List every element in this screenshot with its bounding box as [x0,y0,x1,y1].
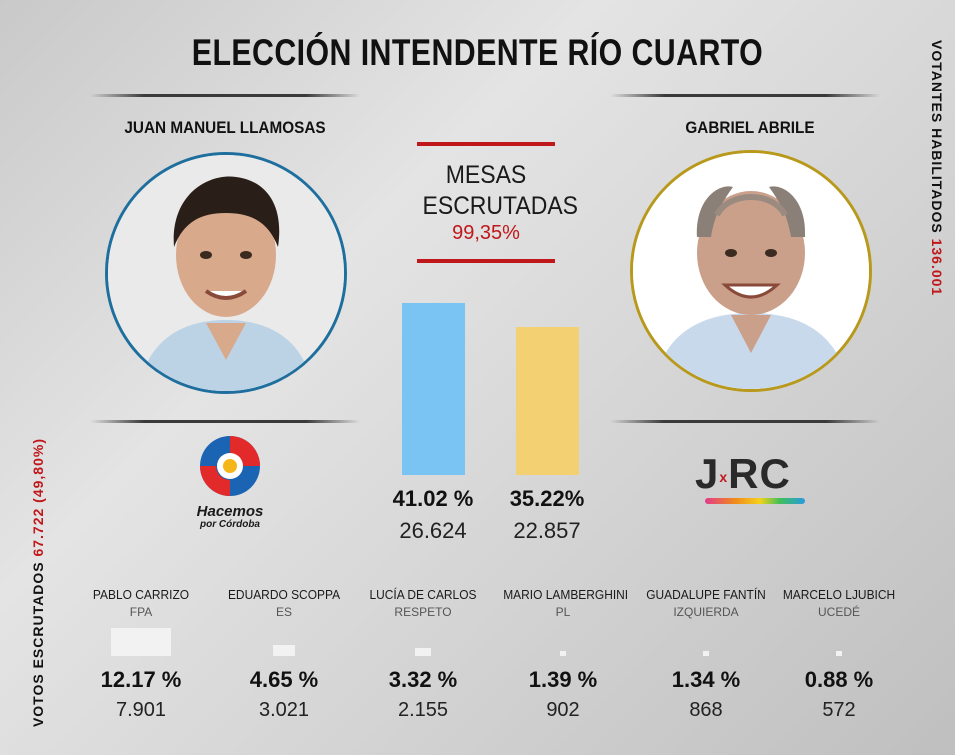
minor-bar [702,651,710,656]
mesas-top-line [417,142,555,146]
minor-candidate-party: PL [555,605,571,619]
votes-llamosas: 26.624 [399,518,467,543]
minor-bar [836,651,842,656]
minor-candidate-result: 0.88 % 572 [774,667,904,722]
page-title: ELECCIÓN INTENDENTE RÍO CUARTO [191,32,764,73]
candidate-name-abrile: GABRIEL ABRILE [685,118,815,137]
person-portrait-icon [633,153,869,389]
minor-candidate-result: 12.17 % 7.901 [76,667,206,722]
minor-candidate-pct: 3.32 % [388,667,458,692]
hacemos-por-cordoba-logo: Hacemos por Córdoba [180,432,280,532]
minor-candidate-result: 4.65 % 3.021 [219,667,349,722]
minor-candidate-result: 3.32 % 2.155 [358,667,488,722]
minor-candidate-pct: 1.34 % [671,667,741,692]
person-portrait-icon [108,155,344,391]
minor-candidate-votes: 7.901 [115,699,167,721]
counted-votes-value: 67.722 (49,80%) [30,437,46,557]
minor-candidate-votes: 2.155 [397,699,449,721]
logo-letter-x: x [719,468,729,485]
mesas-value: 99,35% [452,222,520,244]
logo-letters-rc: RC [728,450,791,497]
minor-candidate-result: 1.34 % 868 [641,667,771,722]
minor-candidate-party: RESPETO [394,605,452,619]
candidate-photo-abrile [630,150,872,392]
divider [90,94,360,97]
minor-bar [414,648,432,656]
minor-candidate-result: 1.39 % 902 [498,667,628,722]
minor-candidate-name: MARCELO LJUBICH [782,587,896,602]
minor-candidate-votes: 3.021 [258,699,310,721]
minor-candidate-name: PABLO CARRIZO [92,587,190,602]
minor-candidate-pct: 4.65 % [249,667,319,692]
mesas-bottom-line [417,259,555,263]
mesas-escrutadas-box: MESAS ESCRUTADAS 99,35% [417,142,579,263]
minor-candidate-name: LUCÍA DE CARLOS [369,587,477,602]
minor-bar [272,645,296,656]
registered-voters-text: VOTANTES HABILITADOS [929,40,945,234]
mesas-label-2: ESCRUTADAS [422,192,579,220]
minor-candidate-pct: 0.88 % [804,667,874,692]
registered-voters-value: 136.001 [929,238,945,297]
sun-swirl-icon [200,436,260,496]
counted-votes-label: VOTOS ESCRUTADOS 67.722 (49,80%) [30,438,46,727]
counted-votes-text: VOTOS ESCRUTADOS [30,561,46,727]
minor-candidate-party: UCEDÉ [817,605,860,619]
divider [610,420,880,423]
divider [90,420,360,423]
minor-candidate-name: MARIO LAMBERGHINI [503,587,629,602]
minor-candidate-votes: 868 [689,699,723,721]
logo-text-1: Hacemos [196,503,264,520]
logo-color-stripe [705,498,805,504]
pct-llamosas: 41.02 % [392,486,474,511]
votes-abrile: 22.857 [513,518,581,543]
minor-candidate-party: FPA [129,605,153,619]
minor-bar [111,628,171,656]
minor-candidate-name: GUADALUPE FANTÍN [646,587,766,602]
minor-candidate-votes: 572 [822,699,856,721]
candidate-photo-llamosas [105,152,347,394]
minor-candidate: GUADALUPE FANTÍN IZQUIERDA [641,587,771,619]
pct-abrile: 35.22% [509,486,585,511]
bar-abrile [516,327,579,475]
candidate-name-llamosas: JUAN MANUEL LLAMOSAS [124,118,326,137]
minor-candidate-pct: 1.39 % [528,667,598,692]
minor-candidate-name: EDUARDO SCOPPA [227,587,341,602]
minor-candidate: MARCELO LJUBICH UCEDÉ [774,587,904,619]
bar-llamosas [402,303,465,475]
minor-candidate-votes: 902 [546,699,580,721]
minor-candidate: LUCÍA DE CARLOS RESPETO [358,587,488,619]
logo-letter-j: J [695,450,720,497]
minor-bar [559,651,567,656]
registered-voters-label: VOTANTES HABILITADOS 136.001 [929,40,945,296]
jxrc-logo: JxRC [695,452,815,512]
minor-candidate: EDUARDO SCOPPA ES [219,587,349,619]
minor-candidate: PABLO CARRIZO FPA [76,587,206,619]
minor-candidate-party: IZQUIERDA [673,605,739,619]
divider [610,94,880,97]
minor-candidate-pct: 12.17 % [100,667,182,692]
logo-text-2: por Córdoba [200,519,260,530]
mesas-label-1: MESAS [445,161,527,189]
minor-candidate-party: ES [275,605,292,619]
minor-candidate: MARIO LAMBERGHINI PL [498,587,628,619]
